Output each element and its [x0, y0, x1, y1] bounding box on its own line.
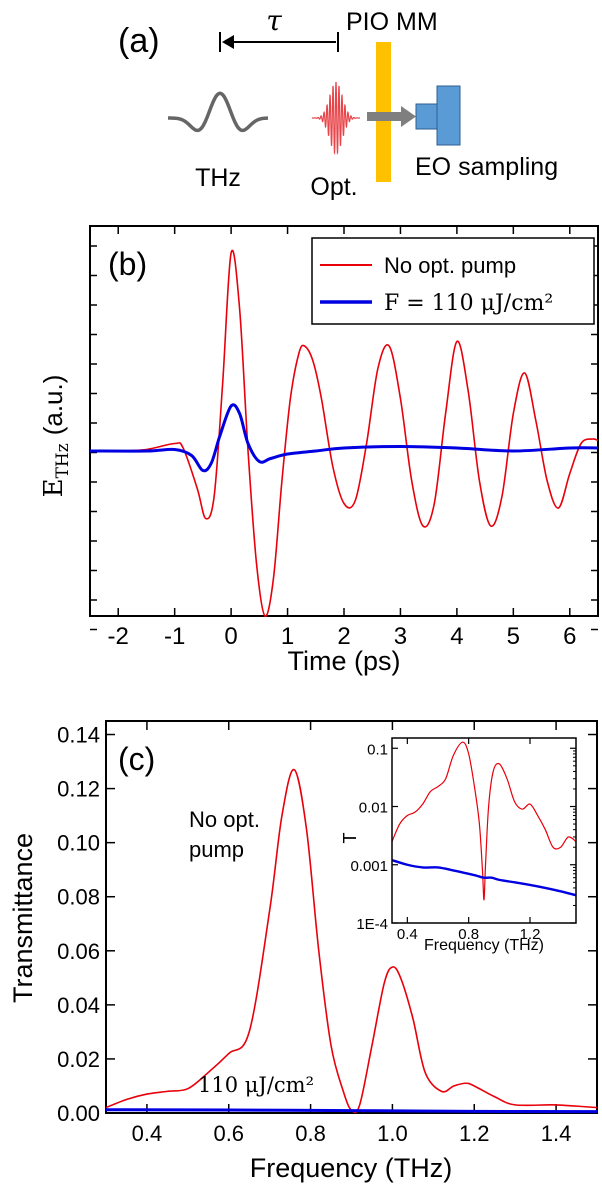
inset-ylabel: T [340, 833, 360, 844]
b-xtick-label: -1 [164, 623, 185, 650]
annotation-pump-fluence: 110 μJ/cm² [198, 1073, 314, 1097]
series-no-pump-freq [105, 768, 598, 1114]
inset-xtick-label: 1.2 [520, 926, 541, 943]
b-xtick-label: 2 [337, 623, 350, 650]
legend-box [311, 237, 595, 325]
c-ytick-label: 0.10 [57, 831, 100, 856]
inset-ytick-label: 0.001 [350, 858, 388, 875]
panel-b-ylabel: ETHz (a.u.) [38, 375, 73, 498]
panel-c-ticks: 0.4 0.6 0.8 1.0 1.2 1.4 0.00 0.02 0.04 0.06 0.08 0.… [57, 721, 597, 1146]
b-xtick-label: 3 [394, 623, 407, 650]
b-xtick-label: 5 [507, 623, 520, 650]
panel-a: (a) τ PIO MM THz Opt. EO sampling [118, 4, 558, 201]
panel-c-frame [105, 720, 598, 1114]
series-no-pump-time [89, 249, 599, 617]
c-ytick-label: 0.06 [57, 939, 100, 964]
inset-ytick-label: 0.01 [359, 800, 388, 817]
thz-pulse [167, 91, 269, 133]
inset-series-pumped [391, 858, 577, 897]
inset-ticks: 0.4 0.8 1.2 1E-4 0.001 0.01 0.1 [350, 738, 576, 943]
inset-frame [391, 737, 577, 924]
thz-label: THz [195, 164, 241, 192]
c-xtick-label: 1.0 [377, 1121, 408, 1146]
c-ytick-label: 0.14 [57, 723, 100, 748]
annotation-no-pump-line1: No opt. [189, 807, 260, 832]
panel-a-label: (a) [118, 22, 160, 60]
eo-label: EO sampling [415, 153, 558, 181]
b-xtick-label: 4 [450, 623, 463, 650]
inset-ytick-label: 1E-4 [356, 916, 388, 933]
svg-text:ETHz(a.u.): ETHz (a.u.) [38, 375, 73, 498]
ylabel-sub: THz [53, 443, 73, 478]
detector-small [415, 103, 438, 130]
inset-series-no-pump [391, 741, 577, 901]
panel-b-xlabel: Time (ps) [288, 646, 401, 676]
series-pumped-time [89, 403, 599, 473]
b-xtick-label: 1 [281, 623, 294, 650]
c-ytick-label: 0.12 [57, 777, 100, 802]
c-ytick-label: 0.00 [57, 1101, 100, 1126]
inset-xtick-label: 0.8 [458, 926, 479, 943]
legend-label-no-pump: No opt. pump [384, 253, 516, 278]
b-xtick-label: 0 [224, 623, 237, 650]
panel-c: 0.4 0.6 0.8 1.0 1.2 1.4 0.00 0.02 0.04 0.06 0.08 0.… [8, 720, 598, 1183]
inset-xlabel: Frequency (THz) [424, 937, 544, 954]
tau-arrowhead [222, 35, 234, 49]
annotation-no-pump-line2: pump [189, 837, 244, 862]
inset-ytick-label: 0.1 [367, 741, 388, 758]
tau-label: τ [266, 4, 282, 37]
ylabel-e: E [39, 478, 69, 497]
panel-b-ticks: -2 -1 0 1 2 3 4 5 6 [90, 226, 598, 650]
c-xtick-label: 1.4 [541, 1121, 572, 1146]
panel-c-label: (c) [118, 741, 155, 777]
inset-xtick-label: 0.4 [397, 926, 418, 943]
c-ytick-label: 0.04 [57, 993, 100, 1018]
c-ytick-label: 0.08 [57, 885, 100, 910]
transmission-arrow [367, 112, 403, 121]
c-xtick-label: 0.6 [213, 1121, 244, 1146]
panel-c-xlabel: Frequency (THz) [250, 1153, 453, 1183]
panel-b-label: (b) [108, 246, 147, 282]
c-xtick-label: 0.8 [295, 1121, 326, 1146]
panel-c-ylabel: Transmittance [8, 833, 38, 1003]
b-xtick-label: -2 [108, 623, 129, 650]
c-xtick-label: 0.4 [132, 1121, 163, 1146]
opt-label: Opt. [310, 173, 357, 201]
panel-b: -2 -1 0 1 2 3 4 5 6 (b) No opt. pump F = 110 μJ/… [38, 225, 599, 676]
sample-label: PIO MM [346, 8, 438, 36]
inset: 0.4 0.8 1.2 1E-4 0.001 0.01 0.1 T Frequency (T… [340, 737, 577, 954]
c-ytick-label: 0.02 [57, 1047, 100, 1072]
legend-label-pumped: F = 110 μJ/cm² [384, 291, 553, 316]
series-pumped-freq [105, 1108, 598, 1114]
panel-c-ylabel-group: Transmittance [8, 833, 38, 1003]
c-xtick-label: 1.2 [459, 1121, 490, 1146]
ylabel-unit: (a.u.) [38, 375, 68, 436]
optical-pulse [312, 81, 360, 156]
b-xtick-label: 6 [563, 623, 576, 650]
transmission-arrowhead [401, 106, 416, 127]
detector-large [436, 85, 461, 146]
